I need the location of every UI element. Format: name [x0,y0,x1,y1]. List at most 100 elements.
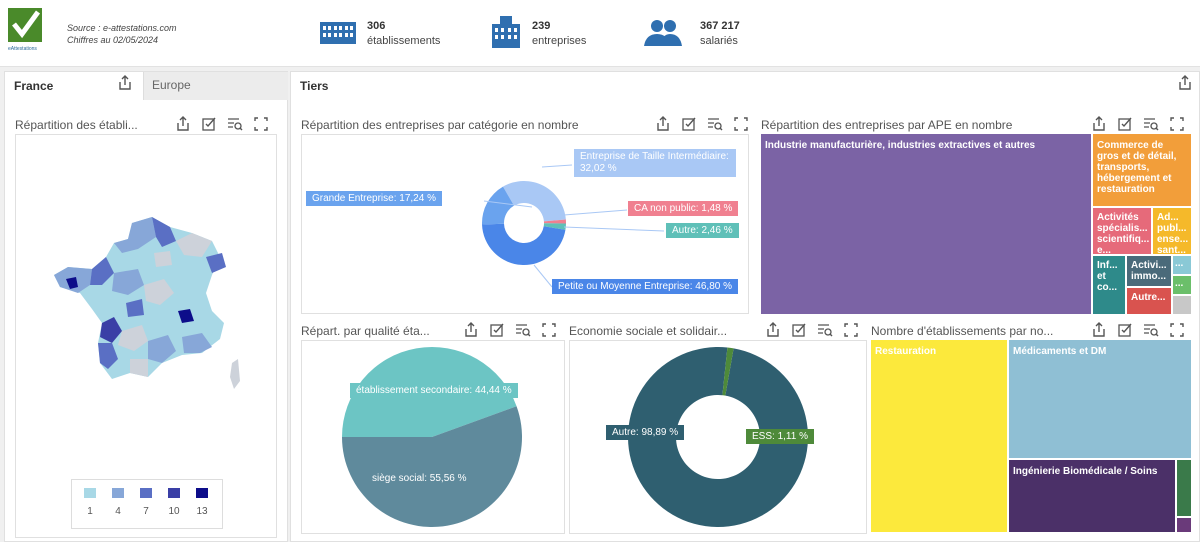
company-icon [490,14,526,48]
select-icon[interactable] [791,322,807,338]
ess-slice-1[interactable] [722,347,734,396]
treemap-cell[interactable] [1173,296,1191,314]
logo: eAttestations [8,8,44,52]
treemap-cell[interactable]: Inf... et co... [1093,256,1125,314]
fullscreen-icon[interactable] [843,322,859,338]
export-icon[interactable] [1091,116,1107,132]
legend-swatch [84,488,96,498]
treemap-cell[interactable] [1177,518,1191,532]
select-icon[interactable] [1117,322,1133,338]
source-line: Source : e-attestations.com [67,23,177,33]
ape-chart-toolbar [1091,116,1185,132]
cat-label-eti: Entreprise de Taille Intermédiaire: 32,0… [574,149,736,177]
tiers-panel: Tiers Répartition des entreprises par ca… [290,71,1200,542]
fullscreen-icon[interactable] [541,322,557,338]
kpi-salaries-value: 367 217 [700,20,740,32]
cat-leader-line [483,200,533,208]
treemap-cell[interactable]: Activi... immo... [1127,256,1171,286]
kpi-entreprises-value: 239 [532,20,551,32]
ess-slice-0[interactable] [628,347,808,527]
cat-leader-line [563,209,628,216]
legend-label: 10 [168,506,180,517]
treemap-cell[interactable]: Ingénierie Biomédicale / Soins [1009,460,1175,532]
cat-label-pme: Petite ou Moyenne Entreprise: 46,80 % [552,279,738,294]
filter-search-icon[interactable] [1143,116,1159,132]
qual-chart-title: Répart. par qualité éta... [301,324,430,338]
treemap-cell[interactable]: ... [1173,256,1191,274]
ess-label-autre: Autre: 98,89 % [606,425,685,440]
export-icon[interactable] [655,116,671,132]
kpi-etablissements-label: établissements [367,35,441,47]
filter-search-icon[interactable] [817,322,833,338]
cat-label-grande: Grande Entreprise: 17,24 % [306,191,442,206]
legend-label: 13 [196,506,208,517]
filter-search-icon[interactable] [227,116,243,132]
export-icon[interactable] [1091,322,1107,338]
export-icon[interactable] [175,116,191,132]
tab-europe[interactable]: Europe [143,72,288,100]
tab-france[interactable]: France [14,79,54,93]
fullscreen-icon[interactable] [733,116,749,132]
tiers-title: Tiers [300,79,329,93]
ess-donut-chart[interactable] [570,341,866,533]
ape-treemap: Industrie manufacturière, industries ext… [761,134,1191,314]
cat-leader-line [563,226,665,232]
treemap-cell[interactable]: Autre... [1127,288,1171,314]
cat-slice-4[interactable] [482,186,514,225]
export-icon[interactable] [765,322,781,338]
source-info: Source : e-attestations.com Chiffres au … [67,22,177,46]
cat-chart-toolbar [655,116,749,132]
cat-slice-0[interactable] [503,181,566,222]
select-icon[interactable] [489,322,505,338]
filter-search-icon[interactable] [707,116,723,132]
qual-label-siege: siège social: 55,56 % [372,473,467,484]
cat-slice-2[interactable] [543,223,566,230]
qual-chart-box: établissement secondaire: 44,44 % siège … [301,340,565,534]
cat-chart-title: Répartition des entreprises par catégori… [301,118,579,132]
qual-pie-chart[interactable] [302,341,564,533]
select-icon[interactable] [681,116,697,132]
export-icon[interactable] [463,322,479,338]
users-icon [644,18,682,50]
filter-search-icon[interactable] [515,322,531,338]
fullscreen-icon[interactable] [253,116,269,132]
legend-swatch [196,488,208,498]
left-panel: France Europe Répartition des établi... [4,71,288,542]
filter-search-icon[interactable] [1143,322,1159,338]
fullscreen-icon[interactable] [1169,116,1185,132]
kpi-salaries-label: salariés [700,35,738,47]
ape-chart-title: Répartition des entreprises par APE en n… [761,118,1013,132]
qual-chart-toolbar [463,322,557,338]
select-icon[interactable] [1117,116,1133,132]
date-line: Chiffres au 02/05/2024 [67,35,159,45]
ess-chart-title: Economie sociale et solidair... [569,324,728,338]
treemap-cell[interactable]: Ad... publ... ense... sant... [1153,208,1191,254]
export-icon[interactable] [117,75,133,91]
ess-chart-toolbar [765,322,859,338]
france-map-container: 1 4 7 10 13 [15,134,277,538]
legend-swatch [112,488,124,498]
treemap-cell[interactable]: Médicaments et DM [1009,340,1191,458]
export-icon[interactable] [1177,75,1193,91]
select-icon[interactable] [201,116,217,132]
svg-text:eAttestations: eAttestations [8,46,37,52]
france-map[interactable] [52,213,242,393]
cat-slice-1[interactable] [543,219,566,224]
treemap-cell[interactable]: Restauration [871,340,1007,532]
treemap-cell[interactable]: ... [1173,276,1191,294]
cat-leader-line [533,264,553,288]
treemap-cell[interactable] [1177,460,1191,516]
building-icon [320,18,356,50]
cat-slice-3[interactable] [482,223,566,266]
legend-swatch [140,488,152,498]
legend-label: 7 [143,506,149,517]
treemap-cell[interactable]: Commerce de gros et de détail, transport… [1093,134,1191,206]
legend-label: 1 [87,506,93,517]
treemap-cell[interactable]: Activités spécialis... scientifiq... e..… [1093,208,1151,254]
fullscreen-icon[interactable] [1169,322,1185,338]
cat-donut-chart[interactable] [302,135,748,313]
treemap-cell[interactable]: Industrie manufacturière, industries ext… [761,134,1091,314]
tab-europe-label: Europe [152,78,191,92]
etab-treemap: Restauration Médicaments et DM Ingénieri… [871,340,1191,532]
qual-slice-1[interactable] [342,406,522,527]
